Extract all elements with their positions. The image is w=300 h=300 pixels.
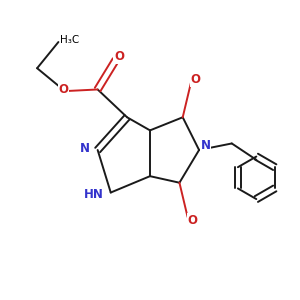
Text: O: O	[114, 50, 124, 63]
Text: N: N	[80, 142, 89, 155]
Text: O: O	[188, 214, 197, 227]
Text: O: O	[58, 83, 68, 96]
Text: O: O	[191, 73, 201, 86]
Text: HN: HN	[84, 188, 104, 201]
Text: N: N	[201, 139, 211, 152]
Text: H₃C: H₃C	[60, 35, 79, 45]
